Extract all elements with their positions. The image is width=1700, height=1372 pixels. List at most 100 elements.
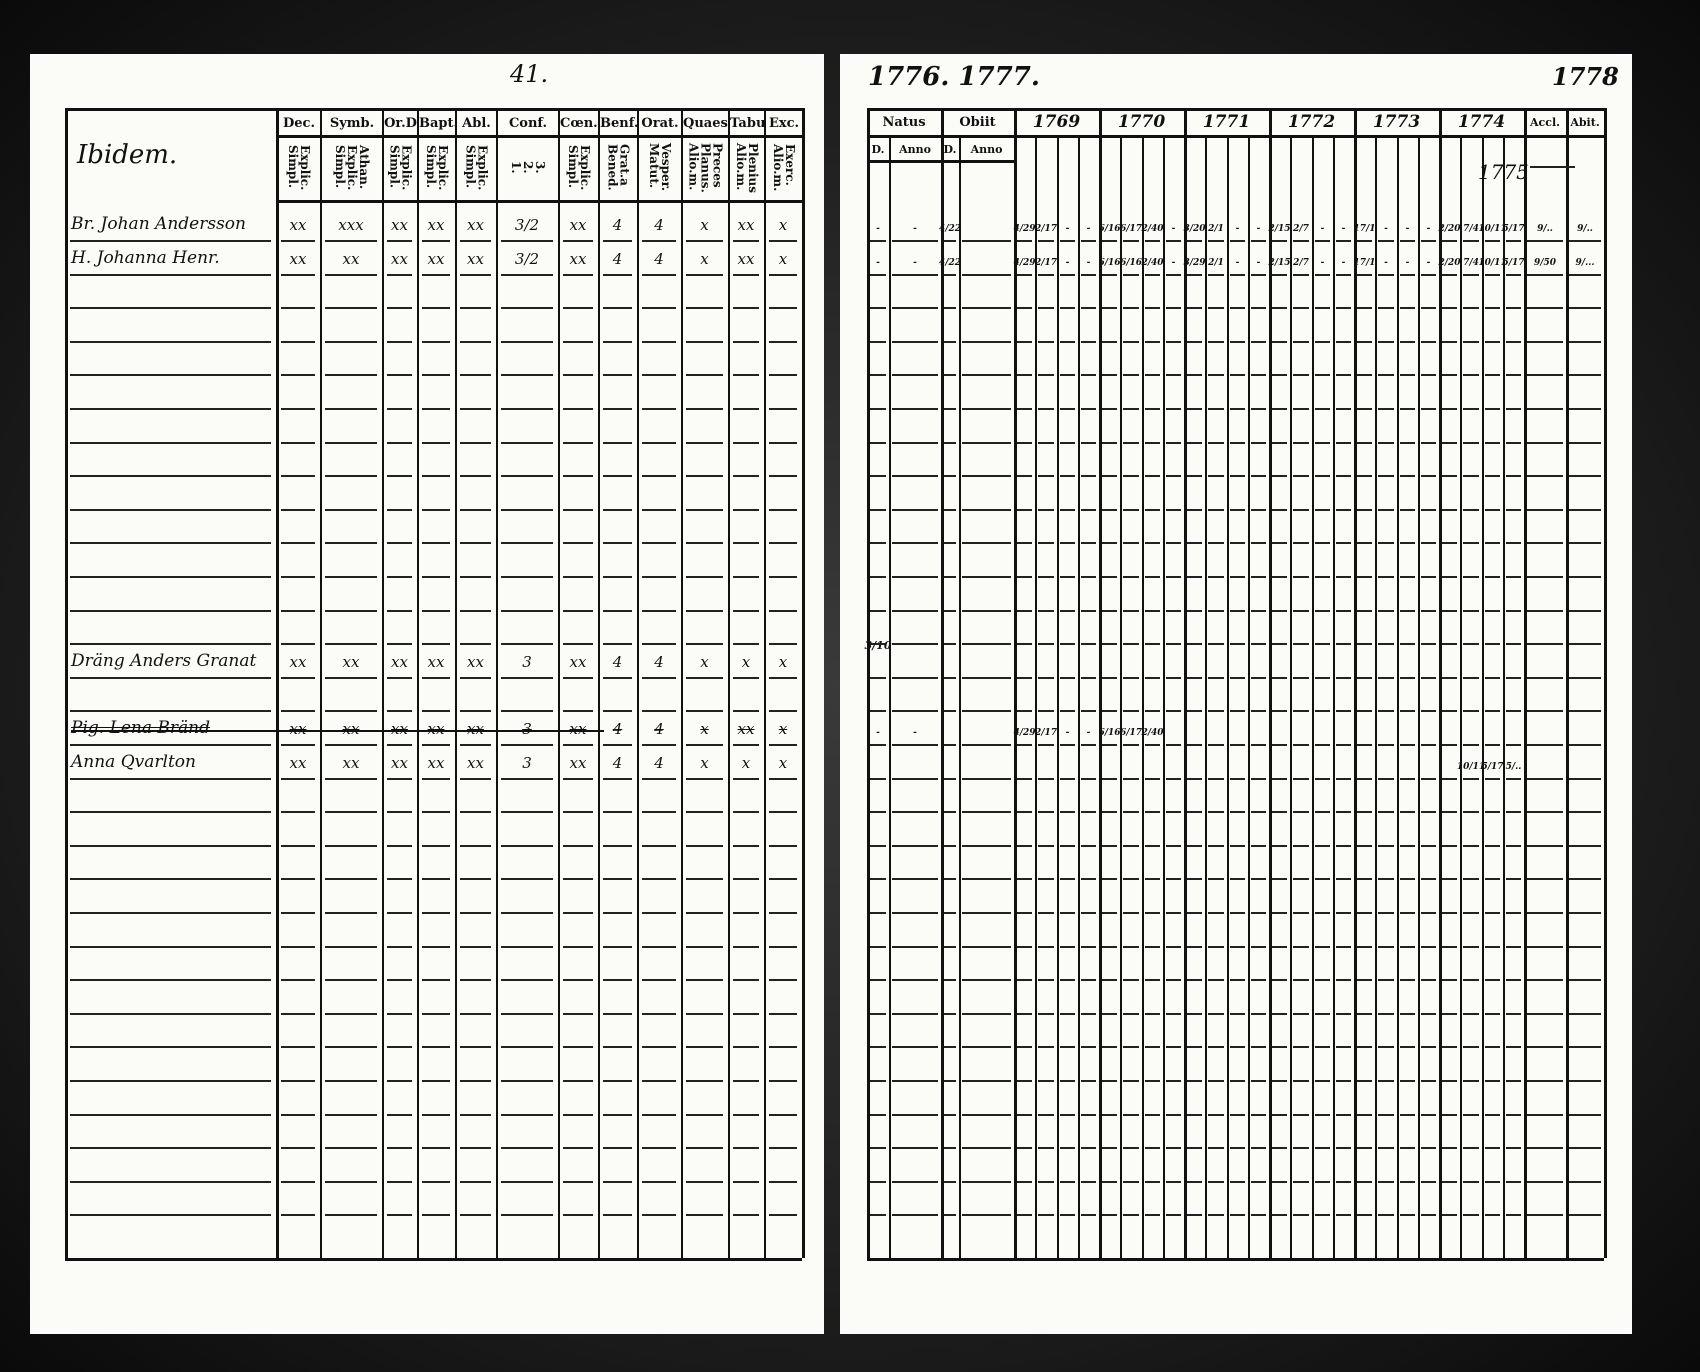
ruled-line [1527, 744, 1563, 746]
ruled-line [422, 710, 450, 713]
ruled-line [1038, 475, 1054, 478]
ruled-line [1506, 1214, 1521, 1217]
ruled-line [1485, 1012, 1500, 1015]
ruled-line [1463, 1180, 1479, 1183]
ruled-line [1251, 1046, 1266, 1049]
natus-header: Natus [882, 115, 926, 130]
ruled-line [70, 979, 271, 982]
ruled-line [1060, 1046, 1075, 1049]
date-entry: - [1384, 257, 1388, 268]
ruled-line [1421, 542, 1436, 545]
ruled-line [1060, 744, 1075, 746]
ruled-line [501, 576, 553, 578]
ruled-line [1485, 1214, 1500, 1217]
ruled-line [892, 979, 938, 982]
ruled-line [1038, 676, 1054, 679]
ruled-line [1060, 1214, 1075, 1217]
ruled-line [281, 408, 315, 410]
ruled-line [642, 844, 676, 847]
ruled-line [1251, 1080, 1266, 1082]
ruled-line [1378, 609, 1394, 612]
ruled-line [1527, 441, 1563, 444]
ruled-line [892, 643, 938, 646]
ruled-line [892, 307, 938, 310]
ruled-line [1230, 979, 1245, 982]
ruled-line [686, 576, 723, 578]
ruled-line [1485, 273, 1500, 276]
ruled-line [1123, 576, 1139, 578]
ruled-line [944, 811, 956, 814]
ruled-line [1145, 643, 1160, 646]
column-header: Dec. [283, 116, 315, 131]
exam-mark: xx [569, 753, 587, 772]
ruled-line [1336, 643, 1351, 646]
ruled-line [1485, 240, 1500, 242]
ruled-line [1017, 240, 1032, 242]
ruled-line [769, 811, 797, 814]
ruled-line [769, 844, 797, 847]
ruled-line [1569, 945, 1601, 948]
ruled-line [870, 744, 886, 746]
date-entry: 2/20 [1438, 224, 1461, 234]
date-entry: 4/29 [1013, 728, 1036, 738]
ruled-line [1506, 710, 1521, 713]
ruled-line [642, 1147, 676, 1150]
ruled-line [1272, 945, 1287, 948]
ruled-line [1208, 1180, 1224, 1183]
ruled-line [603, 374, 632, 377]
ruled-line [460, 777, 491, 780]
ruled-line [962, 744, 1011, 746]
natus-day-header: D. [871, 143, 885, 156]
ruled-line [1569, 307, 1601, 310]
ruled-line [1230, 307, 1245, 310]
ruled-line [387, 1113, 412, 1116]
ruled-line [892, 1214, 938, 1217]
ruled-line [1336, 1012, 1351, 1015]
date-entry: 7/4 [1463, 224, 1479, 234]
ruled-line [1421, 676, 1436, 679]
ruled-line [769, 945, 797, 948]
ruled-line [733, 710, 759, 713]
ruled-line [1060, 844, 1075, 847]
ruled-line [686, 475, 723, 478]
ruled-line [962, 576, 1011, 578]
ruled-line [733, 374, 759, 377]
ruled-line [1187, 912, 1202, 914]
ruled-line [1378, 979, 1394, 982]
ruled-line [1463, 508, 1479, 511]
ruled-line [769, 408, 797, 410]
ruled-line [1166, 475, 1181, 478]
ruled-line [325, 878, 377, 881]
ruled-line [1506, 1080, 1521, 1082]
ruled-line [563, 441, 593, 444]
ruled-line [1527, 912, 1563, 914]
ruled-line [1166, 945, 1181, 948]
ruled-line [422, 273, 450, 276]
subheader-rule [867, 160, 1014, 163]
ruled-line [1123, 777, 1139, 780]
ruled-line [1378, 408, 1394, 410]
ruled-line [769, 1080, 797, 1082]
ruled-line [1060, 508, 1075, 511]
ruled-line [1060, 542, 1075, 545]
ruled-line [422, 408, 450, 410]
ruled-line [1336, 475, 1351, 478]
ruled-line [1357, 676, 1372, 679]
column-subheader: Plenius Alio.m. [734, 142, 760, 193]
ruled-line [422, 340, 450, 343]
column-rule [382, 108, 384, 1258]
ruled-line [1017, 1080, 1032, 1082]
ruled-line [1569, 441, 1601, 444]
ruled-line [1017, 576, 1032, 578]
ruled-line [769, 273, 797, 276]
ruled-line [1378, 878, 1394, 881]
ruled-line [1017, 878, 1032, 881]
ruled-line [501, 441, 553, 444]
ruled-line [892, 240, 938, 242]
table-top-rule [867, 108, 1604, 111]
ruled-line [769, 744, 797, 746]
person-name: Anna Qvarlton [71, 751, 196, 772]
ruled-line [1421, 475, 1436, 478]
column-rule [1439, 108, 1442, 1258]
ruled-line [603, 475, 632, 478]
